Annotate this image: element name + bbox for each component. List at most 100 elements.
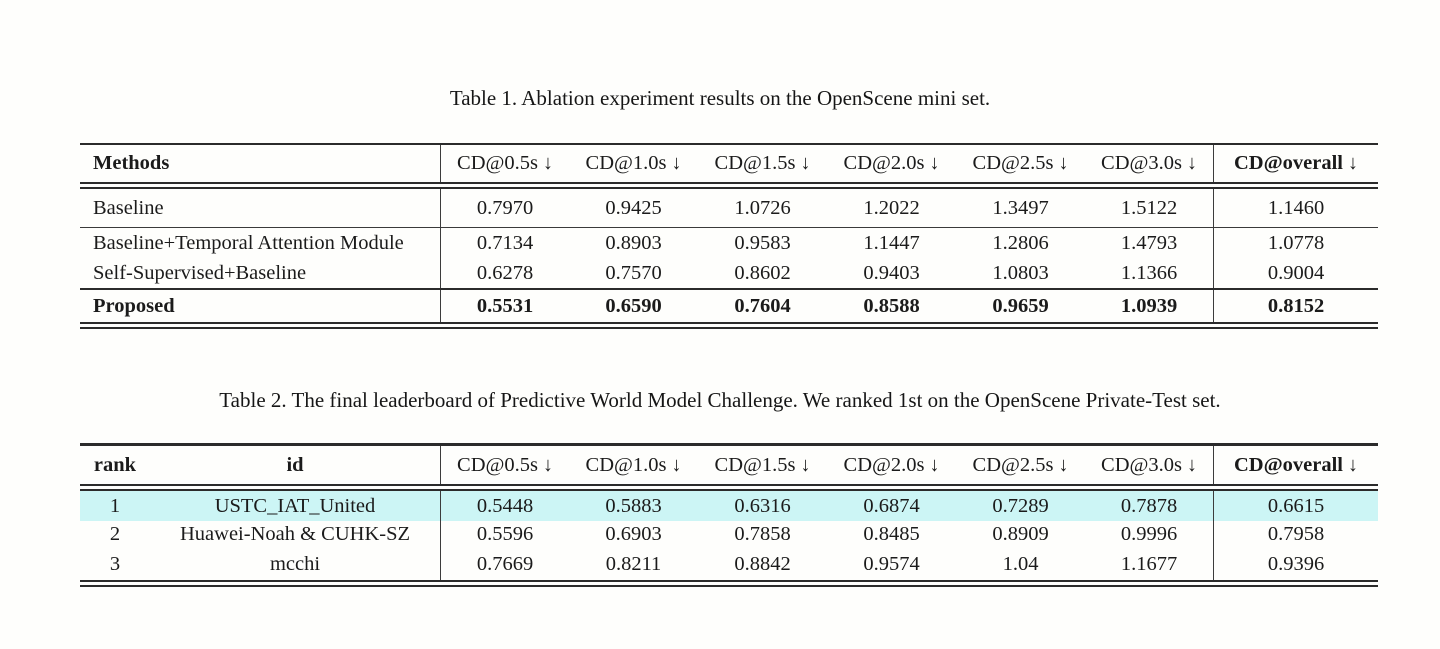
down-arrow-icon: ↓ [542, 453, 553, 476]
col-header-cd: CD@1.0s ↓ [585, 453, 682, 476]
cell-rank: 3 [109, 552, 121, 575]
cell-value: 1.1447 [863, 231, 920, 254]
col-header-cd: CD@0.5s ↓ [440, 446, 569, 484]
down-arrow-icon: ↓ [671, 453, 682, 476]
cell-value: 0.9996 [1120, 523, 1178, 545]
cell-value: 0.8211 [605, 552, 662, 575]
cell-value: 0.8588 [863, 294, 920, 317]
col-header-id: id [286, 453, 304, 476]
cell-value: 0.5448 [440, 491, 569, 521]
row-rank-3: 3 mcchi 0.7669 0.8211 0.8842 0.9574 1.04… [80, 548, 1378, 580]
cell-rank: 1 [109, 494, 121, 517]
cell-overall: 0.6615 [1213, 491, 1378, 521]
cell-value: 0.8909 [992, 523, 1049, 545]
cell-overall: 0.9004 [1213, 258, 1378, 288]
col-header-overall: CD@overall ↓ [1213, 145, 1378, 182]
ablation-table: Methods CD@0.5s ↓ CD@1.0s ↓ CD@1.5s ↓ CD@2.… [80, 143, 1378, 329]
col-header-cd: CD@3.0s ↓ [1101, 453, 1197, 476]
col-header-cd: CD@2.0s ↓ [843, 453, 940, 476]
table-rule [80, 322, 1378, 329]
cell-value: 0.9403 [863, 261, 920, 284]
cell-value: 1.2022 [863, 196, 920, 219]
cell-id: USTC_IAT_United [214, 494, 376, 517]
down-arrow-icon: ↓ [929, 453, 940, 476]
row-rank-1-highlighted: 1 USTC_IAT_United 0.5448 0.5883 0.6316 0… [80, 491, 1378, 521]
cell-value: 0.7134 [440, 228, 569, 258]
table-rule [80, 443, 1378, 446]
col-header-methods: Methods [93, 152, 170, 174]
cell-value: 1.2806 [992, 231, 1049, 254]
down-arrow-icon: ↓ [1058, 453, 1069, 476]
cell-value: 0.8602 [734, 261, 791, 284]
cell-value: 0.5883 [605, 494, 662, 517]
cell-value: 0.7878 [1120, 494, 1178, 517]
cell-value: 0.6316 [734, 494, 791, 517]
cell-value: 0.9425 [605, 196, 662, 219]
cell-value: 0.6278 [440, 258, 569, 288]
cell-value: 0.7289 [992, 494, 1049, 517]
cell-value: 0.5531 [440, 290, 569, 322]
col-header-cd: CD@2.0s ↓ [843, 152, 940, 174]
cell-value: 1.0803 [992, 261, 1049, 284]
down-arrow-icon: ↓ [800, 152, 811, 174]
down-arrow-icon: ↓ [542, 152, 553, 174]
col-header-cd: CD@3.0s ↓ [1101, 152, 1197, 174]
cell-overall: 0.7958 [1213, 521, 1378, 548]
down-arrow-icon: ↓ [1348, 152, 1359, 174]
cell-method: Baseline+Temporal Attention Module [93, 231, 404, 254]
cell-value: 0.9583 [734, 231, 791, 254]
cell-overall: 1.1460 [1213, 189, 1378, 227]
cell-value: 0.7604 [734, 294, 791, 317]
cell-value: 1.04 [1002, 552, 1039, 575]
cell-value: 1.1366 [1120, 261, 1178, 284]
col-header-rank: rank [93, 453, 137, 476]
cell-value: 1.4793 [1120, 231, 1178, 254]
table-rule [80, 580, 1378, 587]
table1-caption: Table 1. Ablation experiment results on … [449, 86, 991, 110]
table1-header-row: Methods CD@0.5s ↓ CD@1.0s ↓ CD@1.5s ↓ CD@2.… [80, 145, 1378, 182]
col-header-cd: CD@2.5s ↓ [972, 152, 1069, 174]
cell-id: mcchi [269, 552, 321, 575]
col-header-overall: CD@overall ↓ [1213, 446, 1378, 484]
table2-caption: Table 2. The final leaderboard of Predic… [219, 388, 1221, 412]
col-header-cd: CD@2.5s ↓ [972, 453, 1069, 476]
cell-id: Huawei-Noah & CUHK-SZ [179, 523, 410, 545]
cell-value: 0.7570 [605, 261, 662, 284]
cell-overall: 1.0778 [1213, 228, 1378, 258]
cell-value: 0.8842 [734, 552, 791, 575]
down-arrow-icon: ↓ [929, 152, 940, 174]
cell-value: 0.7970 [440, 189, 569, 227]
col-header-cd: CD@1.5s ↓ [714, 152, 811, 174]
down-arrow-icon: ↓ [1058, 152, 1069, 174]
cell-method: Self-Supervised+Baseline [93, 261, 307, 284]
table-rule [80, 182, 1378, 189]
cell-value: 1.1677 [1120, 552, 1178, 575]
cell-value: 0.6903 [605, 523, 662, 545]
cell-rank: 2 [109, 523, 121, 545]
cell-value: 1.5122 [1120, 196, 1178, 219]
cell-overall: 0.8152 [1213, 290, 1378, 322]
col-header-cd: CD@0.5s ↓ [440, 145, 569, 182]
cell-value: 0.7858 [734, 523, 791, 545]
down-arrow-icon: ↓ [1186, 453, 1197, 476]
table-rule [80, 288, 1378, 290]
cell-method: Baseline [93, 196, 164, 219]
table-rule [80, 227, 1378, 228]
cell-value: 0.6874 [863, 494, 920, 517]
col-header-cd: CD@1.5s ↓ [714, 453, 811, 476]
down-arrow-icon: ↓ [671, 152, 682, 174]
row-baseline: Baseline 0.7970 0.9425 1.0726 1.2022 1.3… [80, 189, 1378, 227]
down-arrow-icon: ↓ [1348, 453, 1359, 476]
cell-value: 0.6590 [605, 294, 662, 317]
table-rule [80, 484, 1378, 491]
cell-value: 0.8485 [863, 523, 920, 545]
cell-value: 1.0726 [734, 196, 791, 219]
cell-value: 0.7669 [440, 548, 569, 580]
col-header-cd: CD@1.0s ↓ [585, 152, 682, 174]
down-arrow-icon: ↓ [1186, 152, 1197, 174]
down-arrow-icon: ↓ [800, 453, 811, 476]
table2-header-row: rank id CD@0.5s ↓ CD@1.0s ↓ CD@1.5s ↓ CD@2.… [80, 446, 1378, 484]
cell-overall: 0.9396 [1213, 548, 1378, 580]
cell-method: Proposed [93, 294, 175, 317]
